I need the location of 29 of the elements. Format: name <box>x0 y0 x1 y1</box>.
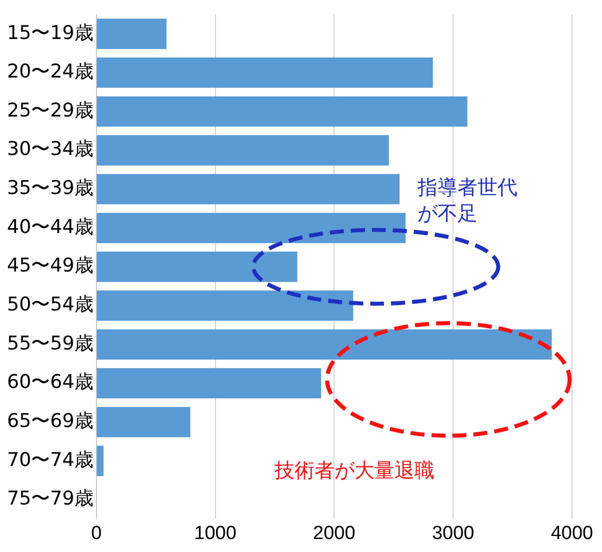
y-tick-label: 25〜29歳 <box>6 99 94 122</box>
x-tick-label: 3000 <box>432 522 474 544</box>
y-tick-label: 60〜64歳 <box>6 371 94 394</box>
bar <box>96 446 104 476</box>
y-tick-label: 70〜74歳 <box>6 448 94 471</box>
bar <box>96 368 322 398</box>
bar <box>96 406 190 438</box>
annotation: 技術者が大量退職 <box>274 457 436 484</box>
bar <box>96 329 552 360</box>
bar <box>96 58 433 88</box>
y-tick-label: 65〜69歳 <box>6 410 94 432</box>
x-tick-label: 4000 <box>550 522 594 544</box>
x-tick-label: 2000 <box>313 522 356 544</box>
y-tick-label: 55〜59歳 <box>6 332 94 354</box>
y-tick-label: 15〜19歳 <box>6 22 94 44</box>
y-tick-label: 35〜39歳 <box>6 177 94 200</box>
bar <box>96 96 468 127</box>
bar <box>96 135 389 166</box>
x-tick-label: 0 <box>91 522 102 544</box>
annotation: 指導者世代が不足 <box>417 174 518 226</box>
y-tick-label: 75〜79歳 <box>6 488 94 510</box>
y-tick-label: 45〜49歳 <box>6 254 94 277</box>
x-tick-label: 1000 <box>194 522 236 544</box>
y-tick-label: 30〜34歳 <box>6 138 94 160</box>
y-tick-label: 50〜54歳 <box>6 294 94 316</box>
y-tick-label: 20〜24歳 <box>6 60 94 83</box>
bar <box>96 18 167 49</box>
y-tick-label: 40〜44歳 <box>6 216 94 238</box>
bar <box>96 174 400 204</box>
